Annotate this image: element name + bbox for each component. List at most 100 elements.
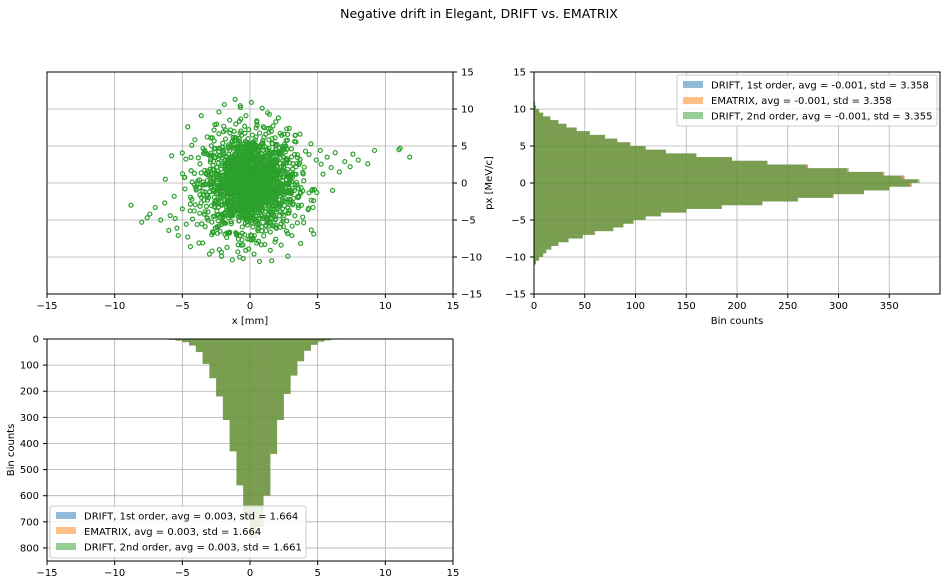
scatter-point — [235, 242, 241, 248]
px-histogram-y-tick-label: −5 — [511, 216, 526, 227]
scatter-point — [196, 177, 203, 183]
scatter-point — [200, 145, 206, 152]
scatter-point — [210, 175, 217, 181]
px-histogram-bar — [534, 216, 646, 220]
scatter-point — [261, 181, 267, 187]
px-histogram-panel: 0 50 100 150 200 250 300 350 −15 −10 −5 0 5 10 15 Bin… — [505, 68, 941, 327]
scatter-point — [293, 179, 300, 185]
scatter-point — [251, 171, 257, 178]
scatter-point — [200, 179, 206, 185]
px-histogram-bar — [534, 253, 544, 257]
scatter-point — [275, 115, 282, 121]
scatter-point — [189, 179, 195, 185]
scatter-point — [228, 218, 234, 225]
scatter-point — [301, 178, 307, 184]
scatter-point — [236, 185, 242, 191]
scatter-point — [259, 208, 265, 214]
scatter-point — [259, 228, 265, 234]
scatter-point — [261, 193, 267, 200]
scatter-point — [284, 181, 290, 187]
scatter-point — [211, 146, 217, 152]
scatter-point — [222, 136, 229, 142]
scatter-point — [171, 193, 177, 199]
scatter-point — [273, 119, 279, 125]
scatter-point — [244, 222, 250, 228]
scatter-point — [350, 151, 356, 157]
scatter-point — [187, 244, 194, 250]
scatter-point — [277, 151, 283, 157]
scatter-y-tick-label: −5 — [461, 216, 476, 227]
x-histogram-panel: −15 −10 −5 0 5 10 15 0 100 200 300 400 500 600 700 800… — [6, 335, 459, 580]
x-histogram-y-tick-label: 700 — [20, 517, 39, 528]
scatter-point — [179, 206, 185, 212]
scatter-point — [162, 176, 168, 182]
scatter-point — [207, 159, 213, 165]
scatter-point — [255, 160, 261, 166]
scatter-x-tick-label: −5 — [175, 301, 190, 312]
scatter-point — [261, 233, 267, 239]
scatter-point — [397, 145, 403, 151]
scatter-point — [274, 141, 280, 148]
scatter-point — [311, 231, 317, 237]
scatter-point — [220, 140, 226, 146]
scatter-point — [167, 212, 173, 219]
scatter-point — [162, 200, 168, 206]
scatter-point — [371, 147, 378, 154]
scatter-point — [256, 188, 262, 195]
scatter-point — [292, 132, 298, 139]
scatter-point — [291, 151, 298, 158]
px-legend-swatch-3 — [683, 112, 703, 119]
scatter-point — [158, 217, 164, 223]
scatter-point — [260, 124, 266, 130]
scatter-point — [275, 157, 281, 163]
scatter-point — [269, 135, 275, 142]
scatter-point — [218, 253, 225, 259]
scatter-point — [269, 141, 276, 147]
scatter-point — [240, 255, 246, 262]
px-histogram-bar — [534, 164, 807, 169]
scatter-point — [262, 241, 268, 248]
scatter-point — [249, 150, 255, 156]
scatter-point — [266, 169, 272, 175]
scatter-point — [267, 229, 273, 235]
scatter-point — [273, 208, 279, 215]
px-histogram-bar — [534, 157, 732, 161]
scatter-point — [188, 168, 194, 174]
x-histogram-bar — [270, 339, 278, 454]
px-histogram-bars — [534, 101, 920, 265]
scatter-point — [244, 145, 250, 152]
scatter-point — [288, 173, 294, 179]
scatter-point — [223, 166, 229, 172]
scatter-point — [314, 189, 320, 196]
scatter-point — [232, 96, 238, 102]
x-histogram-y-tick-label: 400 — [20, 439, 39, 450]
scatter-point — [259, 105, 265, 111]
scatter-point — [247, 215, 254, 221]
scatter-point — [266, 207, 272, 213]
scatter-point — [244, 175, 250, 182]
x-histogram-bar — [195, 339, 203, 353]
scatter-point — [232, 209, 238, 215]
scatter-point — [229, 257, 236, 263]
px-histogram-bar — [534, 142, 631, 146]
scatter-point — [286, 185, 292, 192]
x-legend-label-1: DRIFT, 1st order, avg = 0.003, std = 1.6… — [84, 512, 298, 523]
scatter-point — [183, 221, 189, 227]
x-histogram-bar — [324, 339, 332, 341]
scatter-point — [128, 202, 134, 208]
scatter-point — [242, 123, 248, 129]
scatter-point — [260, 140, 266, 146]
scatter-point — [320, 171, 326, 177]
x-legend-label-3: DRIFT, 2nd order, avg = 0.003, std = 1.6… — [84, 543, 302, 554]
scatter-point — [211, 138, 217, 144]
scatter-point — [271, 150, 277, 156]
x-histogram-y-tick-label: 100 — [20, 361, 39, 372]
scatter-point — [239, 153, 245, 159]
scatter-point — [290, 166, 296, 172]
scatter-point — [290, 161, 296, 167]
scatter-point — [144, 215, 150, 221]
scatter-x-tick-label: 10 — [379, 301, 392, 312]
scatter-point — [272, 239, 278, 245]
scatter-point — [317, 147, 323, 154]
scatter-point — [247, 175, 253, 181]
